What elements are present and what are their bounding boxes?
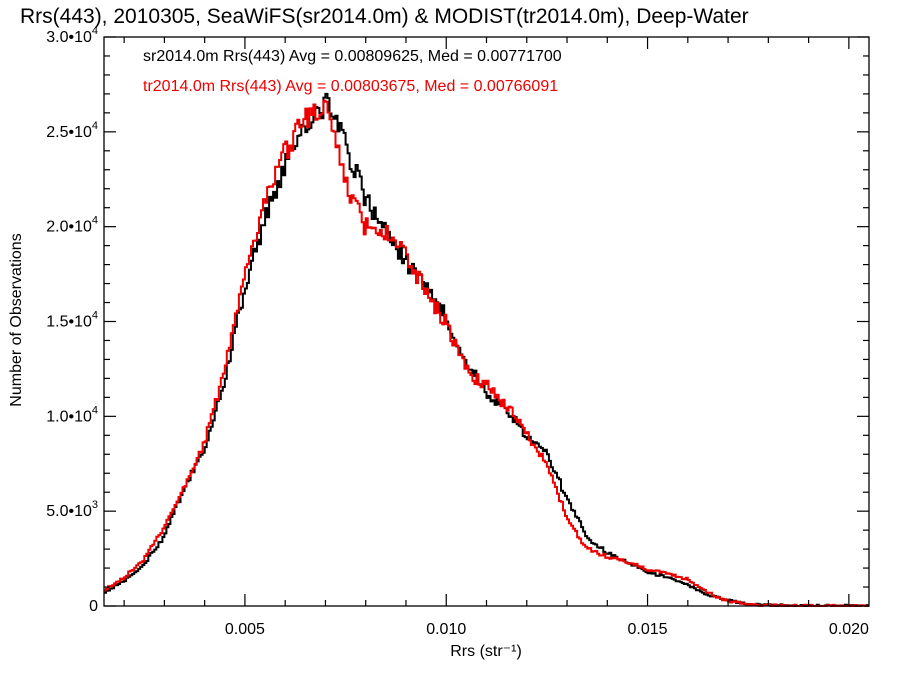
y-axis-label: Number of Observations bbox=[8, 233, 25, 406]
stat-line-tr: tr2014.0m Rrs(443) Avg = 0.00803675, Med… bbox=[143, 78, 558, 95]
ticks-group: 0.005 0.010 0.015 0.020 0 5.0•103 1.0•104 1.5•1… bbox=[46, 25, 869, 638]
y-tick-label: 1.5•104 bbox=[46, 310, 98, 331]
x-tick-label: 0.020 bbox=[829, 621, 869, 638]
x-axis-label: Rrs (str⁻¹) bbox=[450, 643, 522, 660]
stat-line-sr: sr2014.0m Rrs(443) Avg = 0.00809625, Med… bbox=[143, 48, 562, 65]
series-line-sr2014.0m bbox=[104, 92, 869, 607]
y-tick-label: 1.0•104 bbox=[46, 404, 98, 425]
y-tick-label: 3.0•104 bbox=[46, 25, 98, 46]
x-tick-label: 0.010 bbox=[426, 621, 466, 638]
chart-title: Rrs(443), 2010305, SeaWiFS(sr2014.0m) & … bbox=[20, 5, 749, 28]
series-line-tr2014.0m bbox=[104, 99, 869, 607]
y-tick-label: 2.0•104 bbox=[46, 215, 98, 236]
series-group bbox=[104, 92, 869, 607]
y-tick-label: 5.0•103 bbox=[46, 499, 98, 520]
y-tick-label: 0 bbox=[89, 598, 98, 615]
x-tick-label: 0.015 bbox=[628, 621, 668, 638]
plot-frame bbox=[103, 36, 870, 607]
x-tick-label: 0.005 bbox=[225, 621, 265, 638]
y-tick-label: 2.5•104 bbox=[46, 120, 98, 141]
